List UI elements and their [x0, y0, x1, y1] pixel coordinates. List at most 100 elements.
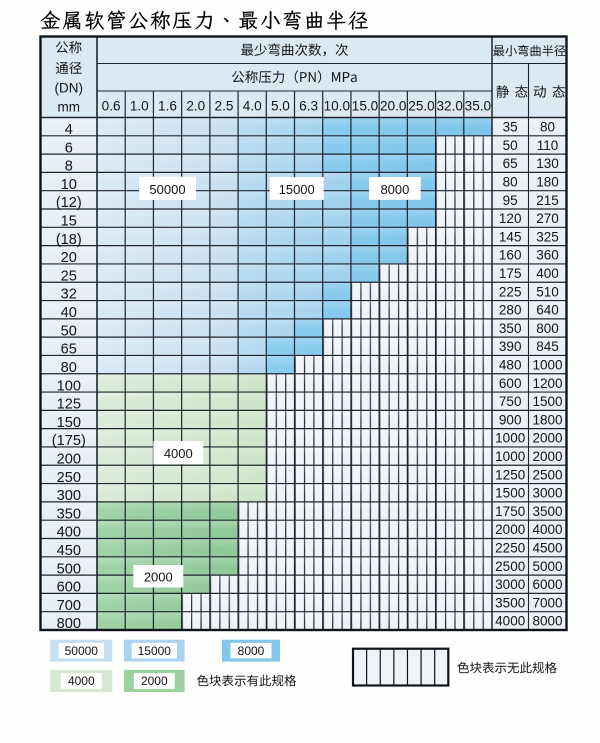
- svg-text:360: 360: [536, 248, 559, 263]
- svg-text:175: 175: [499, 266, 522, 281]
- svg-text:160: 160: [499, 248, 522, 263]
- svg-text:2000: 2000: [141, 674, 168, 688]
- svg-text:1200: 1200: [532, 376, 562, 391]
- svg-text:270: 270: [536, 211, 559, 226]
- svg-text:800: 800: [536, 321, 559, 336]
- svg-text:6.3: 6.3: [299, 99, 318, 114]
- svg-text:400: 400: [536, 266, 559, 281]
- svg-text:(18): (18): [56, 232, 82, 248]
- svg-text:100: 100: [57, 378, 81, 394]
- svg-text:700: 700: [57, 598, 81, 614]
- svg-text:2.5: 2.5: [215, 99, 234, 114]
- svg-text:40: 40: [61, 305, 77, 321]
- svg-text:10: 10: [61, 177, 77, 193]
- svg-text:0.6: 0.6: [102, 99, 121, 114]
- svg-text:4: 4: [65, 122, 73, 138]
- svg-text:110: 110: [537, 138, 559, 153]
- svg-text:2000: 2000: [532, 431, 562, 446]
- svg-text:225: 225: [499, 284, 522, 299]
- svg-text:95: 95: [503, 193, 518, 208]
- svg-text:50000: 50000: [65, 644, 99, 658]
- svg-text:2500: 2500: [495, 559, 525, 574]
- svg-text:7000: 7000: [532, 595, 562, 610]
- svg-text:350: 350: [57, 506, 81, 522]
- svg-text:50000: 50000: [149, 182, 185, 197]
- svg-text:8000: 8000: [380, 182, 409, 197]
- svg-text:215: 215: [536, 193, 559, 208]
- svg-text:3000: 3000: [532, 486, 562, 501]
- svg-text:1800: 1800: [532, 412, 562, 427]
- svg-text:50: 50: [61, 323, 77, 339]
- svg-text:2000: 2000: [495, 522, 525, 537]
- svg-text:10.0: 10.0: [324, 99, 351, 114]
- svg-text:20.0: 20.0: [380, 99, 407, 114]
- svg-text:15000: 15000: [279, 182, 315, 197]
- svg-text:4000: 4000: [532, 522, 562, 537]
- svg-text:5000: 5000: [532, 559, 562, 574]
- svg-text:3000: 3000: [495, 577, 525, 592]
- svg-text:20: 20: [61, 250, 77, 266]
- svg-text:750: 750: [499, 394, 522, 409]
- svg-text:200: 200: [57, 452, 81, 468]
- svg-text:845: 845: [536, 339, 559, 354]
- svg-text:65: 65: [503, 156, 518, 171]
- svg-text:600: 600: [499, 376, 522, 391]
- svg-text:130: 130: [536, 156, 559, 171]
- svg-text:120: 120: [499, 211, 522, 226]
- svg-text:1.6: 1.6: [158, 99, 177, 114]
- svg-text:32: 32: [61, 287, 77, 303]
- svg-text:50: 50: [503, 138, 518, 153]
- svg-text:800: 800: [57, 616, 81, 632]
- svg-text:1000: 1000: [495, 431, 525, 446]
- svg-text:180: 180: [536, 175, 559, 190]
- svg-text:250: 250: [57, 470, 81, 486]
- svg-text:1750: 1750: [495, 504, 525, 519]
- svg-text:480: 480: [499, 358, 522, 373]
- svg-text:280: 280: [499, 303, 522, 318]
- svg-text:5.0: 5.0: [271, 99, 290, 114]
- svg-text:25: 25: [61, 268, 77, 284]
- svg-text:6000: 6000: [532, 577, 562, 592]
- svg-text:500: 500: [57, 561, 81, 577]
- svg-text:80: 80: [540, 120, 555, 135]
- svg-text:1000: 1000: [532, 358, 562, 373]
- svg-text:80: 80: [503, 175, 518, 190]
- svg-text:390: 390: [499, 339, 522, 354]
- svg-text:65: 65: [61, 342, 77, 358]
- svg-text:510: 510: [536, 284, 559, 299]
- svg-text:(12): (12): [56, 195, 82, 211]
- svg-text:3500: 3500: [495, 595, 525, 610]
- svg-text:145: 145: [499, 229, 522, 244]
- svg-text:2000: 2000: [144, 570, 173, 585]
- svg-text:4.0: 4.0: [243, 99, 262, 114]
- svg-text:4500: 4500: [532, 541, 562, 556]
- svg-text:25.0: 25.0: [408, 99, 435, 114]
- svg-text:1250: 1250: [495, 467, 525, 482]
- svg-text:(175): (175): [52, 433, 86, 449]
- svg-text:8000: 8000: [238, 644, 265, 658]
- svg-text:4000: 4000: [495, 614, 525, 629]
- svg-text:300: 300: [57, 488, 81, 504]
- svg-text:(DN): (DN): [55, 81, 84, 96]
- svg-text:600: 600: [57, 580, 81, 596]
- svg-text:125: 125: [57, 397, 81, 413]
- svg-text:900: 900: [499, 412, 522, 427]
- svg-text:450: 450: [57, 543, 81, 559]
- svg-text:325: 325: [536, 229, 559, 244]
- svg-text:150: 150: [57, 415, 81, 431]
- svg-text:32.0: 32.0: [436, 99, 463, 114]
- svg-text:mm: mm: [58, 100, 81, 115]
- svg-text:6: 6: [65, 140, 73, 156]
- svg-text:1500: 1500: [495, 486, 525, 501]
- svg-text:15.0: 15.0: [352, 99, 379, 114]
- svg-text:350: 350: [499, 321, 522, 336]
- svg-text:3500: 3500: [532, 504, 562, 519]
- svg-text:4000: 4000: [68, 674, 95, 688]
- svg-text:1000: 1000: [495, 449, 525, 464]
- svg-text:2000: 2000: [532, 449, 562, 464]
- svg-text:4000: 4000: [164, 446, 193, 461]
- svg-text:2250: 2250: [495, 541, 525, 556]
- svg-text:1.0: 1.0: [130, 99, 149, 114]
- svg-text:1500: 1500: [532, 394, 562, 409]
- svg-text:35: 35: [503, 120, 518, 135]
